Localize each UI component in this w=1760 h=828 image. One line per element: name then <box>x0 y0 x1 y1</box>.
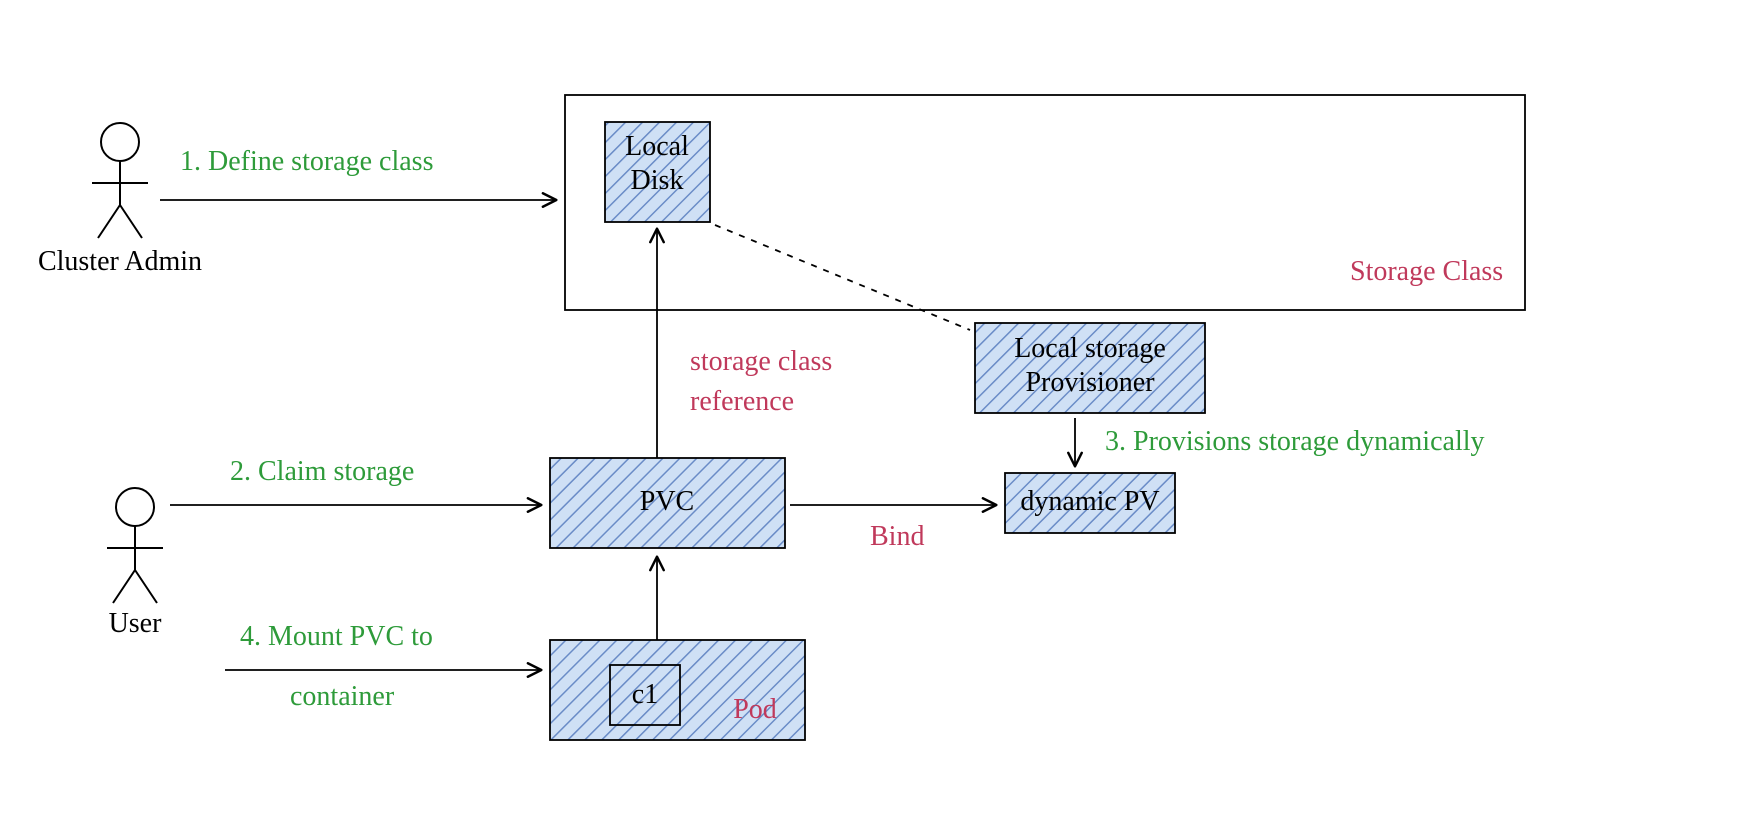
edge-label-l_claim: 2. Claim storage <box>230 456 414 487</box>
node-label: Provisioner <box>1025 367 1155 398</box>
storage-class-diagram: Storage Class LocalDisk Local storageProvi… <box>0 0 1760 828</box>
node-label: Pod <box>733 694 777 725</box>
node-label: Local storage <box>1014 333 1166 364</box>
edge-label-l_mount2: container <box>290 681 395 712</box>
actor-label: User <box>109 608 163 639</box>
edge-label-l_prov: 3. Provisions storage dynamically <box>1105 426 1485 457</box>
node-pvc: PVC <box>550 458 785 548</box>
edge-label-l_mount1: 4. Mount PVC to <box>240 621 433 652</box>
node-dynamic_pv: dynamic PV <box>1005 473 1175 533</box>
node-label: PVC <box>640 486 694 517</box>
node-label: Disk <box>631 165 684 196</box>
node-label: c1 <box>632 679 658 710</box>
node-label: dynamic PV <box>1020 486 1159 517</box>
edge-label-l_scref1: storage class <box>690 346 832 377</box>
node-label: Storage Class <box>1350 256 1503 287</box>
edge-e_localdisk_prov <box>715 225 970 330</box>
edge-label-l_define: 1. Define storage class <box>180 146 433 177</box>
edge-label-l_scref2: reference <box>690 386 794 417</box>
node-local_disk: LocalDisk <box>605 122 710 222</box>
actor-user: User <box>107 488 163 639</box>
node-provisioner: Local storageProvisioner <box>975 323 1205 413</box>
node-label: Local <box>625 131 689 162</box>
actor-label: Cluster Admin <box>38 246 202 277</box>
edge-label-l_bind: Bind <box>870 521 924 552</box>
